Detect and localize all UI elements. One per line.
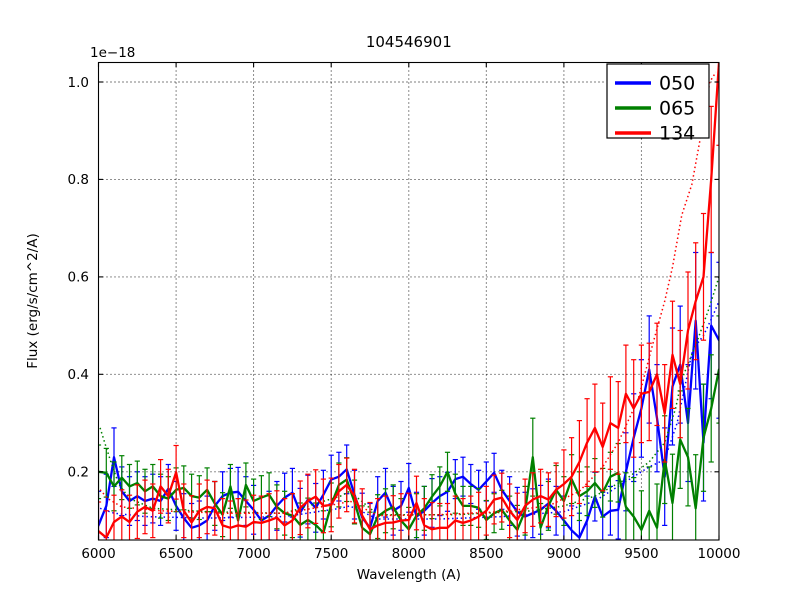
legend-box — [606, 63, 710, 139]
y-tick-label: 0.4 — [68, 367, 89, 383]
x-tick-label: 8500 — [469, 546, 503, 562]
legend: 050 065 134 — [606, 63, 710, 145]
series-134 — [98, 62, 719, 540]
x-tick-label: 6500 — [159, 546, 193, 562]
legend-label-134: 134 — [659, 123, 695, 145]
data-layer — [98, 62, 719, 540]
plot-title: 104546901 — [366, 33, 452, 51]
legend-label-050: 050 — [659, 73, 695, 95]
tick-label-layer: 6000 6500 7000 7500 8000 8500 9000 9500 10000 0.2… — [68, 75, 741, 562]
legend-label-065: 065 — [659, 98, 695, 120]
x-tick-label: 7500 — [314, 546, 348, 562]
spectrum-line-134 — [98, 62, 719, 539]
y-axis-label: Flux (erg/s/cm^2/A) — [25, 233, 41, 368]
x-tick-label: 7000 — [236, 546, 270, 562]
spectrum-line-050 — [98, 319, 719, 539]
y-tick-label: 0.8 — [68, 172, 89, 188]
x-tick-label: 8000 — [392, 546, 426, 562]
y-offset-text: 1e−18 — [90, 45, 135, 61]
y-tick-label: 0.2 — [68, 465, 89, 481]
y-tick-label: 0.6 — [68, 270, 89, 286]
x-tick-label: 9500 — [624, 546, 658, 562]
x-tick-label: 9000 — [547, 546, 581, 562]
x-tick-label: 10000 — [698, 546, 741, 562]
noise-dotted-line-134 — [99, 71, 717, 517]
y-tick-label: 1.0 — [68, 75, 89, 91]
x-axis-label: Wavelength (A) — [357, 567, 461, 583]
x-tick-label: 6000 — [81, 546, 115, 562]
